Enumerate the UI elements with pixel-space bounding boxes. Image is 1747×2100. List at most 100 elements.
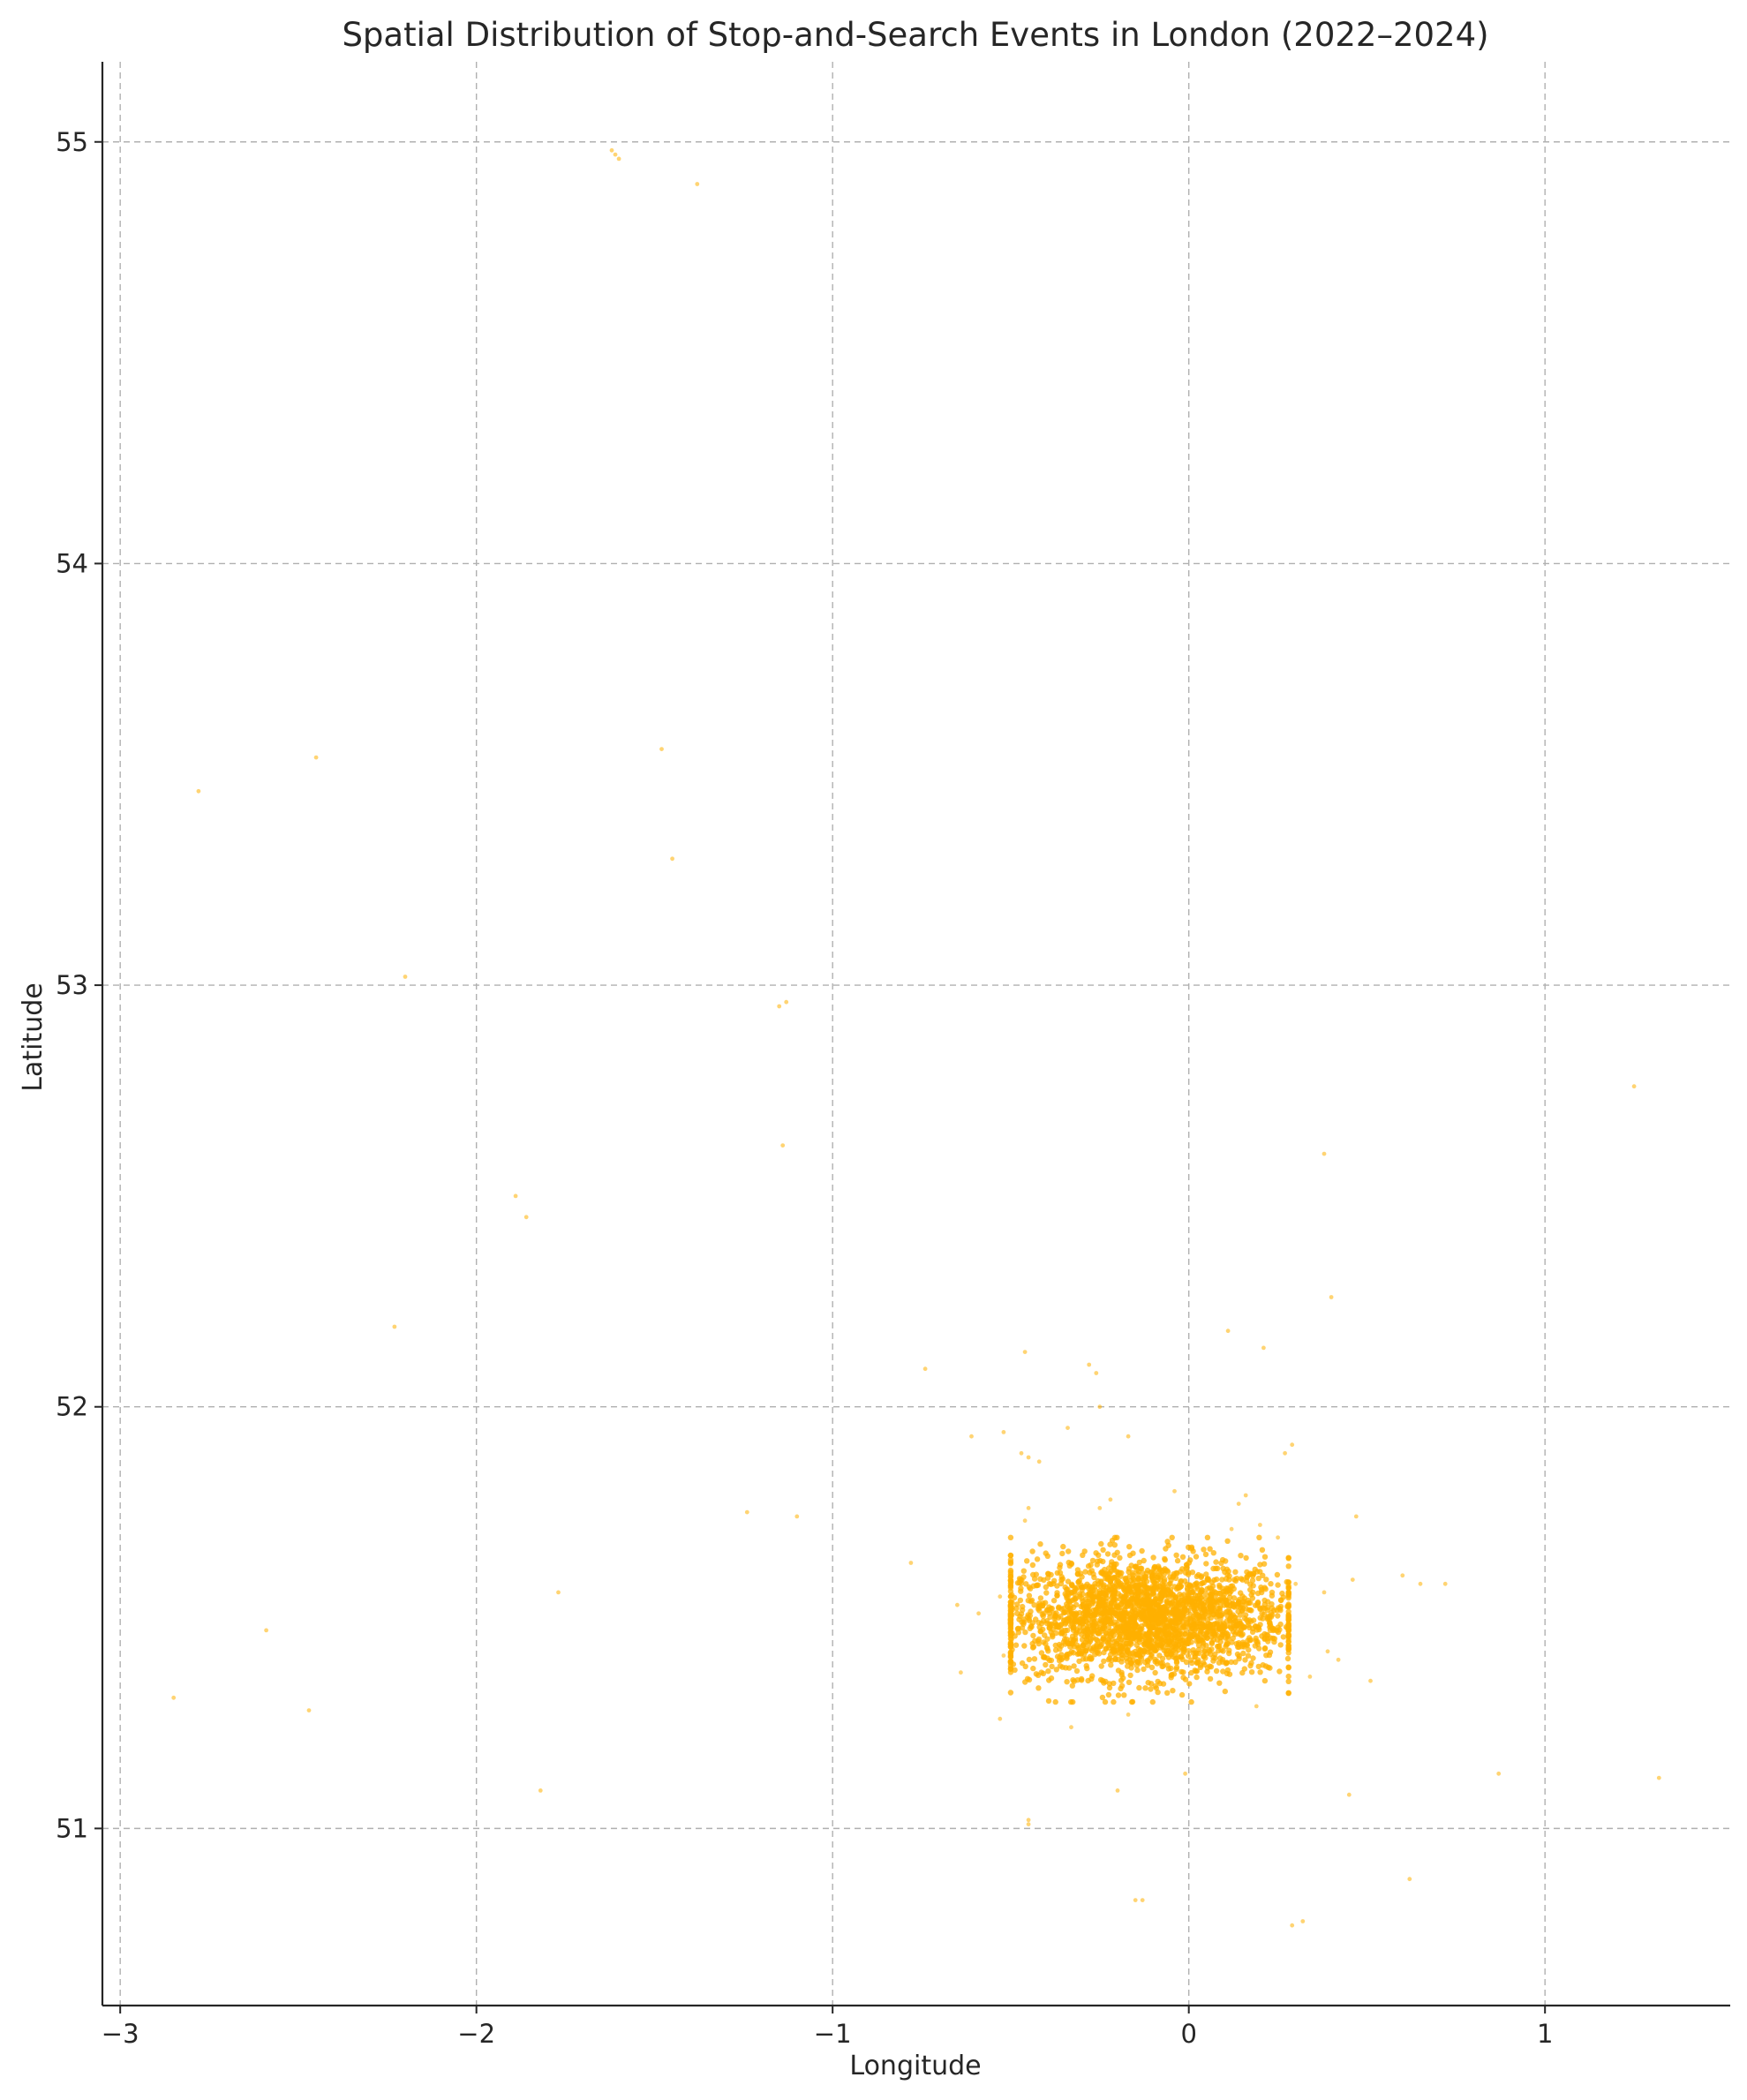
- data-point: [1186, 1611, 1194, 1618]
- data-point: [1147, 1597, 1153, 1604]
- data-point: [1276, 1535, 1280, 1540]
- data-point: [538, 1788, 543, 1793]
- data-point: [1070, 1650, 1077, 1656]
- data-point: [1192, 1634, 1198, 1640]
- data-point: [1209, 1579, 1216, 1585]
- data-point: [1022, 1679, 1028, 1685]
- data-point: [1240, 1650, 1246, 1657]
- data-point: [1204, 1665, 1211, 1671]
- data-point: [1118, 1573, 1124, 1579]
- data-point: [1203, 1571, 1209, 1577]
- data-point: [1026, 1822, 1031, 1827]
- data-point: [1280, 1634, 1287, 1640]
- data-point: [1115, 1788, 1120, 1793]
- data-point: [1080, 1552, 1086, 1559]
- data-point: [1246, 1646, 1252, 1653]
- data-point: [1064, 1679, 1070, 1685]
- data-point: [1007, 1653, 1014, 1660]
- data-point: [1245, 1619, 1251, 1625]
- data-point: [1255, 1575, 1261, 1582]
- data-point: [1249, 1595, 1256, 1601]
- data-point: [1127, 1672, 1133, 1679]
- data-point: [1046, 1677, 1052, 1683]
- data-point: [1189, 1590, 1196, 1596]
- data-point: [1219, 1577, 1225, 1583]
- data-point: [1155, 1689, 1161, 1696]
- data-point: [1203, 1561, 1209, 1567]
- data-point: [1148, 1572, 1156, 1578]
- data-point: [1217, 1596, 1224, 1602]
- data-point: [1039, 1611, 1046, 1618]
- data-point: [1073, 1637, 1079, 1644]
- data-point: [1167, 1624, 1174, 1630]
- data-point: [1179, 1600, 1186, 1607]
- data-point: [1130, 1650, 1136, 1656]
- data-point: [1193, 1621, 1199, 1628]
- y-axis-label: Latitude: [18, 982, 49, 1091]
- data-point: [1220, 1565, 1226, 1572]
- data-point: [1049, 1605, 1055, 1612]
- data-point: [1162, 1584, 1168, 1591]
- data-point: [1007, 1588, 1014, 1595]
- x-tick-label: 0: [1180, 2019, 1196, 2049]
- data-point: [1209, 1639, 1216, 1645]
- data-point: [1052, 1613, 1058, 1620]
- data-point: [1086, 1640, 1092, 1647]
- data-point: [1224, 1642, 1230, 1648]
- data-point: [1026, 1506, 1031, 1510]
- data-point: [1171, 1570, 1177, 1577]
- y-tick-label: 54: [56, 548, 88, 578]
- data-point: [1111, 1698, 1117, 1705]
- data-point: [1189, 1599, 1196, 1605]
- data-point: [1206, 1646, 1212, 1653]
- data-point: [1164, 1620, 1171, 1626]
- data-point: [1202, 1655, 1209, 1661]
- data-point: [1168, 1577, 1174, 1584]
- data-point: [1285, 1622, 1291, 1629]
- data-point: [1047, 1614, 1053, 1621]
- data-point: [1186, 1648, 1192, 1654]
- data-point: [556, 1590, 561, 1595]
- data-point: [1035, 1685, 1042, 1691]
- data-point: [1236, 1644, 1242, 1651]
- data-point: [1115, 1591, 1122, 1597]
- data-point: [1131, 1606, 1137, 1612]
- data-point: [1024, 1558, 1030, 1564]
- data-point: [1254, 1704, 1259, 1709]
- data-point: [1116, 1605, 1123, 1611]
- data-point: [1212, 1655, 1218, 1661]
- data-point: [1105, 1624, 1112, 1631]
- data-point: [1066, 1426, 1070, 1430]
- data-point: [1160, 1630, 1166, 1637]
- data-point: [1128, 1636, 1134, 1642]
- data-point: [1239, 1593, 1246, 1599]
- data-point: [1285, 1638, 1291, 1645]
- data-point: [1100, 1547, 1106, 1554]
- data-point: [1089, 1630, 1096, 1637]
- data-point: [1133, 1584, 1140, 1592]
- data-point: [1184, 1564, 1190, 1571]
- data-point: [1285, 1612, 1291, 1619]
- data-point: [1141, 1600, 1148, 1607]
- data-point: [1232, 1659, 1239, 1666]
- data-point: [1201, 1613, 1207, 1620]
- data-point: [1175, 1654, 1181, 1660]
- data-point: [1125, 1663, 1131, 1669]
- data-point: [1201, 1648, 1208, 1655]
- data-point: [1274, 1571, 1281, 1578]
- data-point: [1174, 1557, 1181, 1564]
- data-point: [1178, 1637, 1186, 1644]
- x-tick-label: −3: [102, 2019, 139, 2049]
- y-tick-label: 55: [56, 127, 88, 157]
- data-point: [1285, 1633, 1291, 1640]
- data-point: [1086, 1585, 1092, 1592]
- data-point: [1206, 1612, 1212, 1619]
- data-point: [1140, 1898, 1145, 1903]
- data-point: [1222, 1597, 1229, 1603]
- data-point: [1065, 1578, 1072, 1584]
- data-point: [1149, 1698, 1156, 1705]
- data-point: [1106, 1655, 1113, 1661]
- data-point: [1148, 1611, 1154, 1617]
- data-point: [1242, 1612, 1249, 1618]
- data-point: [1195, 1650, 1202, 1657]
